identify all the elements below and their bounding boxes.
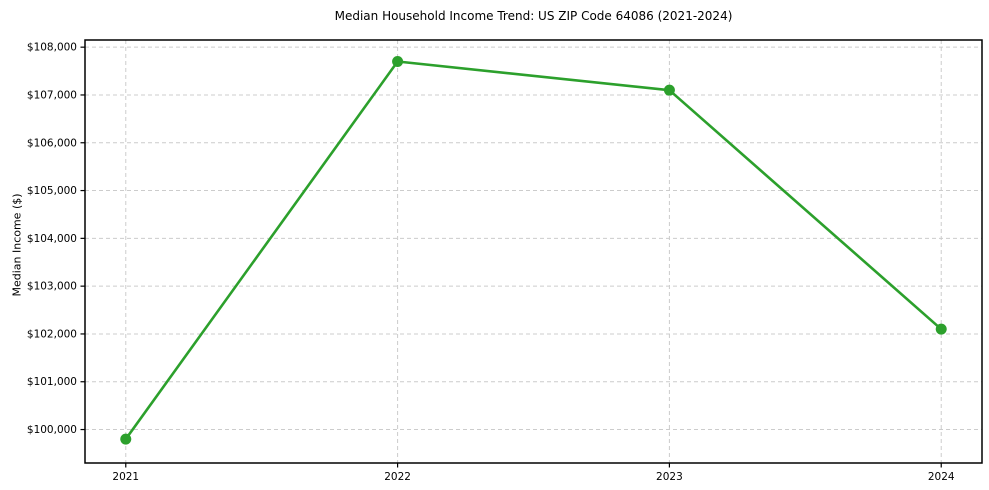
x-tick-label: 2021 bbox=[112, 471, 139, 483]
y-tick-label: $101,000 bbox=[27, 376, 77, 388]
y-tick-label: $100,000 bbox=[27, 424, 77, 436]
x-tick-label: 2023 bbox=[656, 471, 683, 483]
chart-title: Median Household Income Trend: US ZIP Co… bbox=[334, 9, 733, 23]
data-point-2023 bbox=[663, 84, 675, 96]
x-tick-label: 2024 bbox=[928, 471, 955, 483]
data-point-2022 bbox=[392, 56, 404, 68]
y-tick-label: $105,000 bbox=[27, 185, 77, 197]
y-tick-label: $103,000 bbox=[27, 281, 77, 293]
plot-border bbox=[84, 39, 983, 464]
trend-line bbox=[124, 60, 943, 441]
x-tick-label: 2022 bbox=[384, 471, 411, 483]
data-point-2021 bbox=[120, 433, 132, 445]
y-tick-label: $108,000 bbox=[27, 42, 77, 54]
y-tick-label: $107,000 bbox=[27, 89, 77, 101]
y-tick-label: $104,000 bbox=[27, 233, 77, 245]
y-tick-label: $106,000 bbox=[27, 137, 77, 149]
y-tick-label: $102,000 bbox=[27, 328, 77, 340]
data-point-2024 bbox=[935, 323, 947, 335]
